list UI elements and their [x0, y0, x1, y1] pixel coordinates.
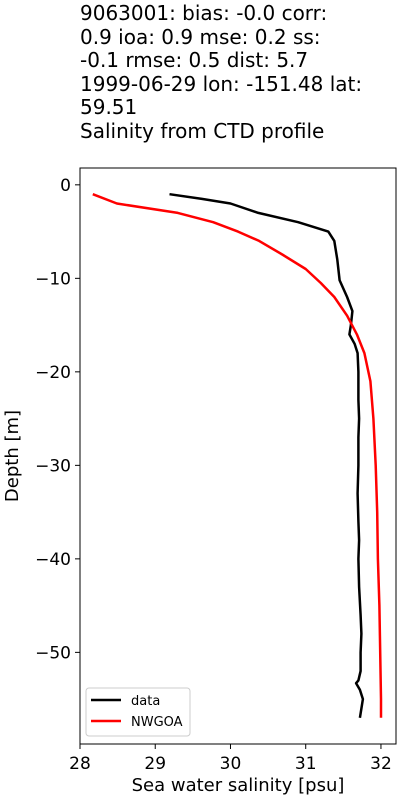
title-line: 0.9 ioa: 0.9 mse: 0.2 ss:: [80, 24, 321, 49]
title-line: Salinity from CTD profile: [80, 118, 325, 143]
ticks-layer: 28 29 30 31 32 0 −10 −20 −30 −40 −50: [35, 176, 392, 774]
series-layer: [92, 192, 383, 718]
series-line-data: [169, 192, 365, 718]
y-tick-label: −10: [35, 269, 71, 289]
legend-label-nwgoa: NWGOA: [131, 715, 183, 730]
legend-label-data: data: [131, 694, 160, 709]
y-tick-label: −40: [35, 550, 71, 570]
plot-frame: [79, 167, 397, 745]
x-axis-label: Sea water salinity [psu]: [132, 775, 345, 796]
title-line: 1999-06-29 lon: -151.48 lat:: [80, 71, 363, 96]
x-tick-label: 31: [295, 754, 317, 774]
x-tick-label: 28: [69, 754, 91, 774]
x-tick-label: 29: [144, 754, 166, 774]
y-tick-label: 0: [60, 176, 71, 196]
legend: data NWGOA: [85, 687, 191, 737]
title-line: 9063001: bias: -0.0 corr:: [80, 1, 328, 25]
y-tick-label: −50: [35, 643, 71, 663]
title-line: -0.1 rmse: 0.5 dist: 5.7: [80, 48, 309, 72]
y-axis-label: Depth [m]: [2, 410, 23, 502]
chart-title: 9063001: bias: -0.0 corr: 0.9 ioa: 0.9 m…: [80, 1, 396, 143]
y-tick-label: −30: [35, 456, 71, 476]
y-tick-label: −20: [35, 363, 71, 383]
x-tick-label: 30: [220, 754, 242, 774]
x-tick-label: 32: [370, 754, 392, 774]
series-line-nwgoa: [92, 193, 383, 718]
title-line: 59.51: [80, 95, 138, 119]
